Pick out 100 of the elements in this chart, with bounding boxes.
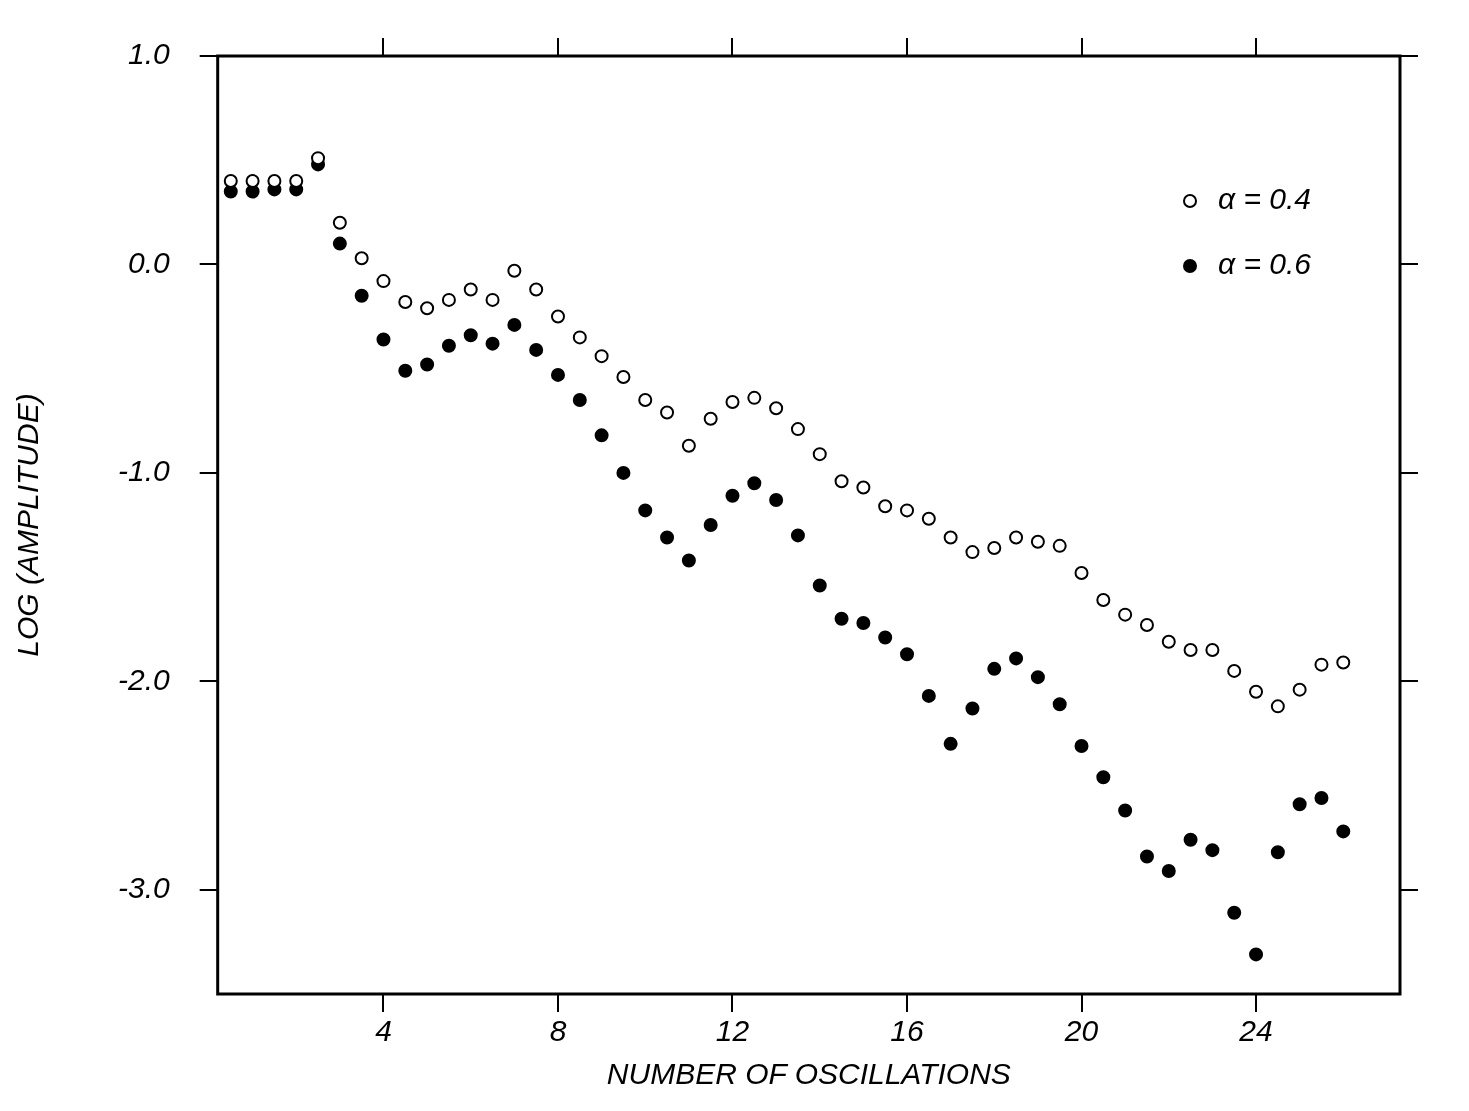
point [703,411,718,426]
point [965,701,980,716]
x-tick-label: 8 [549,1014,567,1048]
point [900,503,915,518]
point [725,488,740,503]
point [878,499,893,514]
point [1139,618,1154,633]
point [572,330,587,345]
point [1139,849,1154,864]
point [223,174,238,189]
point [332,236,347,251]
point [507,263,522,278]
point [943,736,958,751]
point [900,647,915,662]
point [1183,832,1198,847]
point [638,392,653,407]
point [1118,803,1133,818]
point [1161,634,1176,649]
point [1227,905,1242,920]
point [1009,651,1024,666]
point [594,349,609,364]
point [485,336,500,351]
point [1227,663,1242,678]
point [878,630,893,645]
y-tick-label: -2.0 [117,662,170,696]
point [441,338,456,353]
point [856,480,871,495]
point [441,292,456,307]
y-tick-label: 0.0 [127,245,170,279]
point [616,370,631,384]
x-axis-title: NUMBER OF OSCILLATIONS [606,1057,1011,1091]
point [856,615,871,630]
point [1292,682,1307,697]
point [987,661,1002,676]
point [529,342,544,357]
point [354,288,369,303]
point [1118,607,1133,622]
point [725,395,740,410]
point [1249,684,1264,699]
y-tick-label: 1.0 [127,37,170,71]
point [398,363,413,378]
point [376,332,391,347]
point [398,294,413,309]
point [1270,699,1285,714]
point [834,474,849,489]
point [1336,824,1351,839]
point [507,317,522,332]
point [1096,593,1111,608]
point [1052,538,1067,553]
point [790,422,805,437]
legend-label: α = 0.6 [1218,247,1312,281]
point [1030,670,1045,685]
point [1205,843,1220,858]
y-tick-label: -3.0 [117,871,170,905]
x-tick-label: 4 [375,1014,392,1048]
point [681,553,696,568]
point [703,518,718,532]
point [420,357,435,372]
point [660,530,675,545]
point [812,447,827,462]
point [921,688,936,703]
point [1183,643,1198,658]
y-axis-title: LOG (AMPLITUDE) [11,393,45,657]
point [1074,738,1089,753]
point [1314,657,1329,672]
point [769,401,784,416]
point [311,151,326,166]
point [790,528,805,543]
point [1009,530,1024,545]
point [550,309,565,324]
point [943,530,958,545]
point [1030,534,1045,549]
point [812,578,827,593]
point [463,328,478,343]
point [332,215,347,230]
point [376,274,391,289]
point [1096,770,1111,785]
point [463,282,478,297]
point [1314,791,1329,806]
point [769,492,784,507]
point [529,282,544,297]
x-tick-label: 24 [1238,1014,1273,1048]
point [594,428,609,443]
legend-label: α = 0.4 [1218,182,1312,216]
point [354,251,369,266]
point [1074,565,1089,580]
x-tick-label: 20 [1063,1014,1099,1048]
point [616,465,631,480]
point [921,511,936,526]
point [987,540,1002,555]
point [638,503,653,518]
point [1161,864,1176,879]
point [420,301,435,316]
point [1205,643,1220,658]
point [572,392,587,407]
point [1270,845,1285,860]
point [1249,947,1264,962]
point [550,367,565,382]
point [747,476,762,491]
point [1052,697,1067,712]
